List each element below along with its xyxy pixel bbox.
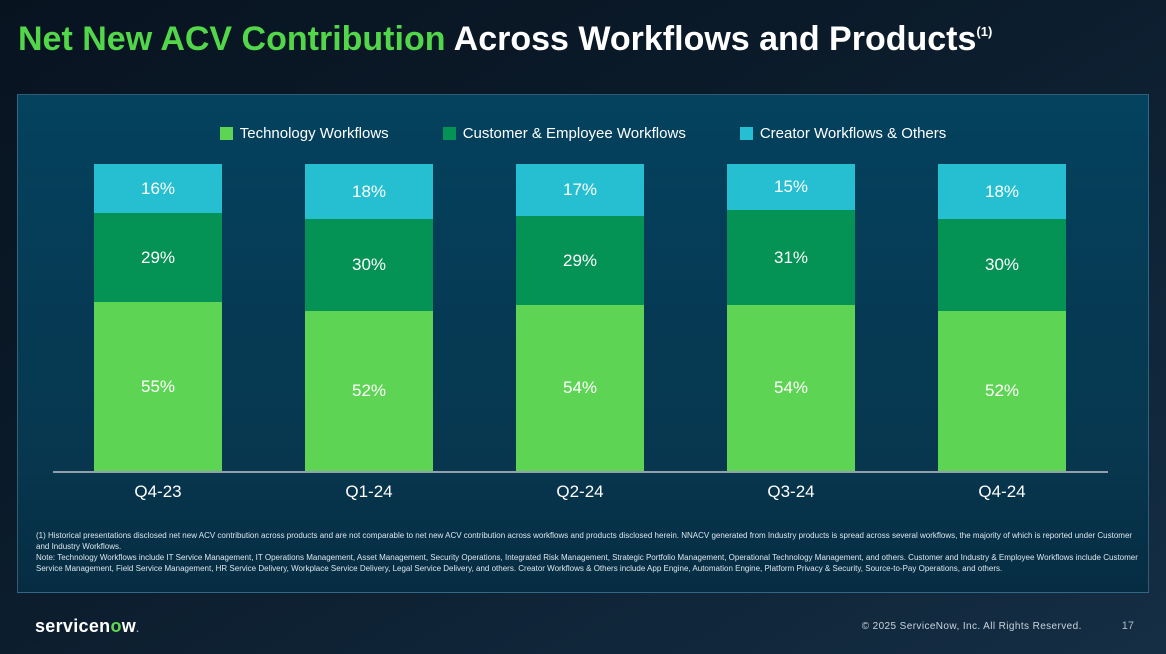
slide-title-footnote-ref: (1) [976,23,993,39]
legend-item-3: Creator Workflows & Others [739,125,947,142]
footer-right: © 2025 ServiceNow, Inc. All Rights Reser… [862,620,1134,632]
bar-Q1-24: 18% 30% 52% [305,164,433,471]
legend-item-2: Customer & Employee Workflows [442,125,686,142]
legend-label: Creator Workflows & Others [759,125,947,142]
x-axis-labels: Q4-23 Q1-24 Q2-24 Q3-24 Q4-24 [94,482,1066,502]
servicenow-logo: servicenow. [35,616,139,637]
x-axis-label: Q1-24 [345,482,393,501]
bar-segment-value: 18% [351,181,387,201]
footnote-note: Note: Technology Workflows include IT Se… [36,553,1138,573]
footer: servicenow. © 2025 ServiceNow, Inc. All … [0,598,1166,654]
bar-segment: 16% [94,164,222,214]
bar-segment-value: 52% [351,381,387,401]
bar-segment-value: 18% [984,181,1020,201]
legend-label: Customer & Employee Workflows [462,125,686,142]
slide-title: Net New ACV Contribution Across Workflow… [18,20,1158,59]
bar-segment: 29% [94,213,222,303]
logo-green-o: o [110,615,122,636]
bar-segment-value: 30% [984,255,1020,275]
x-axis-label: Q2-24 [556,482,604,501]
bar-segment-value: 54% [773,378,809,398]
bar-segment: 29% [516,216,644,306]
bar-segment-value: 30% [351,255,387,275]
bar-segment-value: 31% [773,247,809,267]
bar-segment: 52% [938,311,1066,471]
bar-segment-value: 17% [562,180,598,200]
bar-segment: 31% [727,210,855,306]
bar-segment: 17% [516,164,644,217]
bar-segment: 18% [938,164,1066,220]
bar-segment-value: 54% [562,378,598,398]
legend-label: Technology Workflows [239,125,389,142]
x-axis-label: Q3-24 [767,482,815,501]
logo-text-suffix: w [121,615,137,636]
footnotes: (1) Historical presentations disclosed n… [36,531,1138,575]
bar-segment: 55% [94,302,222,471]
bar-segment: 15% [727,164,855,211]
x-axis-label: Q4-24 [978,482,1026,501]
bar-segment: 18% [305,164,433,220]
footnote-1: (1) Historical presentations disclosed n… [36,531,1133,551]
bar-segment-value: 55% [140,376,176,396]
chart-legend: Technology Workflows Customer & Employee … [18,125,1148,142]
legend-swatch-icon [219,127,233,140]
bar-segment: 30% [305,219,433,312]
x-axis-line [53,471,1108,473]
bar-segment-value: 16% [140,178,176,198]
page-number: 17 [1121,620,1134,632]
logo-text-prefix: servicen [35,615,111,636]
plot-area: 16% 29% 55% 18% 30% 52% 17% 29% 54% 15% 31% 54% 18% 3… [94,164,1066,471]
legend-swatch-icon [739,127,753,140]
logo-dot: . [136,623,140,635]
bar-Q4-23: 16% 29% 55% [94,164,222,471]
bar-segment: 52% [305,311,433,471]
slide-title-rest: Across Workflows and Products [445,20,977,58]
legend-item-1: Technology Workflows [219,125,389,142]
legend-swatch-icon [442,127,456,140]
bar-segment: 54% [516,305,644,471]
bar-segment-value: 15% [773,177,809,197]
copyright-text: © 2025 ServiceNow, Inc. All Rights Reser… [861,620,1082,632]
bar-segment-value: 29% [140,247,176,267]
bar-segment-value: 52% [984,381,1020,401]
bar-Q3-24: 15% 31% 54% [727,164,855,471]
x-axis-label: Q4-23 [134,482,182,501]
bar-Q2-24: 17% 29% 54% [516,164,644,471]
slide-title-highlight: Net New ACV Contribution [18,20,446,58]
chart-panel: Technology Workflows Customer & Employee … [17,94,1149,593]
bar-segment-value: 29% [562,250,598,270]
bar-segment: 30% [938,219,1066,312]
bar-segment: 54% [727,305,855,471]
bar-Q4-24: 18% 30% 52% [938,164,1066,471]
